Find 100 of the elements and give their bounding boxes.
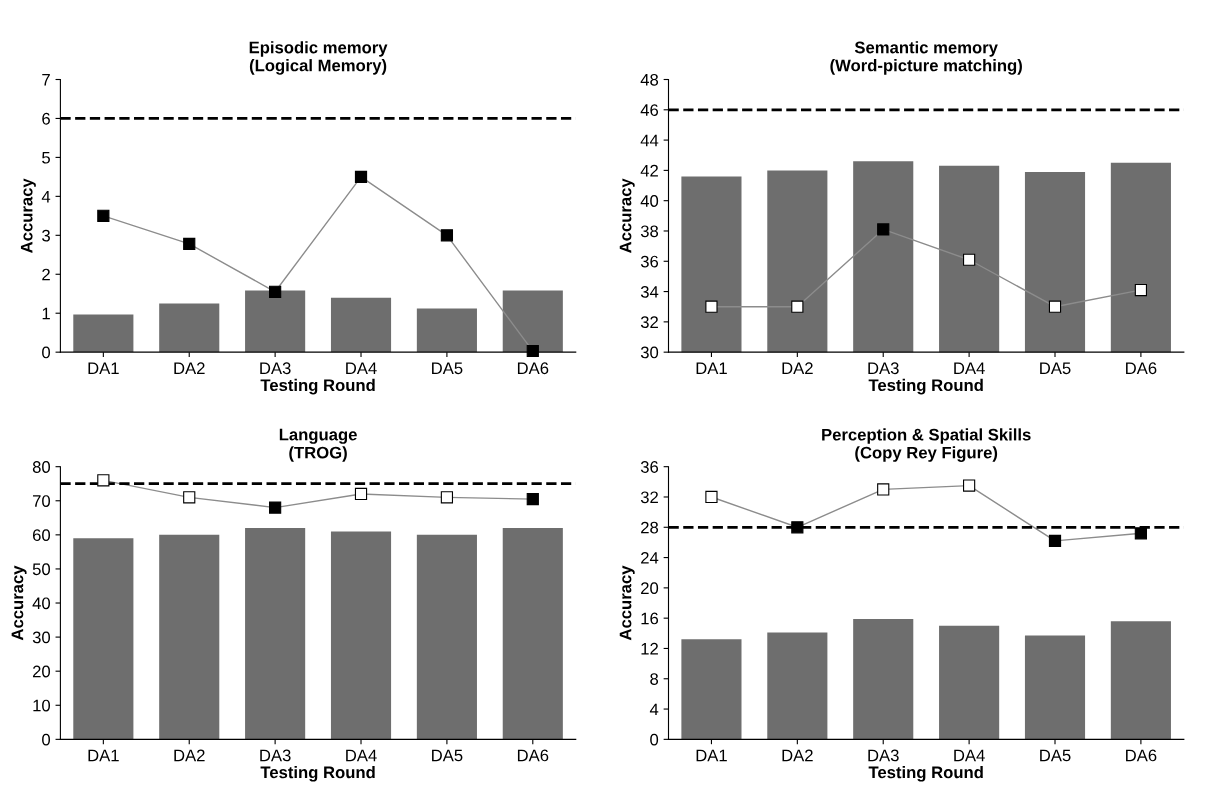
- y-tick-label: 10: [33, 699, 51, 712]
- point: [963, 479, 976, 492]
- x-tick-label: DA1: [88, 362, 119, 374]
- chart-title: Episodic memory (Logical Memory): [249, 41, 388, 75]
- y-tick-label: 34: [640, 285, 659, 298]
- bar: [416, 308, 477, 353]
- y-tick-label: 16: [641, 612, 659, 625]
- x-axis-title: Testing Round: [260, 378, 375, 395]
- y-tick-label: 0: [42, 346, 51, 359]
- y-tick-label: 28: [641, 521, 659, 534]
- x-tick-label: DA4: [954, 749, 985, 762]
- y-tick-label: 50: [32, 563, 51, 576]
- y-tick-label: 7: [42, 74, 50, 86]
- point: [183, 491, 196, 504]
- x-tick-label: DA1: [696, 362, 727, 374]
- point: [526, 492, 539, 506]
- x-tick-label: DA2: [174, 749, 205, 762]
- x-tick-label: DA3: [868, 362, 899, 375]
- x-tick-label: DA4: [954, 362, 985, 374]
- x-tick-label: DA5: [1040, 749, 1071, 762]
- y-tick-label: 5: [42, 151, 50, 164]
- x-tick-label: DA5: [1040, 362, 1071, 375]
- x-tick-label: DA3: [260, 749, 291, 762]
- chart-title: Semantic memory (Word-picture matching): [830, 41, 1022, 75]
- bar: [767, 632, 828, 740]
- y-axis-title: Accuracy: [619, 565, 635, 641]
- bar: [681, 639, 742, 740]
- y-tick-label: 32: [640, 491, 658, 504]
- x-tick-label: DA3: [260, 362, 291, 375]
- y-tick-label: 20: [32, 665, 51, 678]
- y-tick-label: 8: [650, 673, 659, 685]
- y-tick-label: 3: [42, 229, 50, 242]
- point: [877, 483, 890, 496]
- bar: [1110, 621, 1171, 740]
- point: [1048, 534, 1062, 548]
- point: [791, 300, 804, 313]
- x-tick-label: DA1: [696, 749, 727, 762]
- y-tick-label: 46: [640, 104, 659, 116]
- x-tick-label: DA6: [1126, 362, 1157, 375]
- y-tick-label: 38: [640, 225, 659, 238]
- x-tick-label: DA2: [782, 749, 813, 762]
- bar: [159, 303, 220, 353]
- y-axis-title: Accuracy: [619, 178, 635, 253]
- point: [1134, 527, 1148, 540]
- bar: [1024, 635, 1086, 740]
- x-tick-label: DA2: [782, 362, 813, 374]
- point: [1048, 300, 1062, 313]
- point: [354, 487, 368, 501]
- y-tick-label: 30: [640, 346, 659, 359]
- bar: [245, 290, 306, 353]
- x-tick-label: DA4: [346, 362, 377, 374]
- y-tick-label: 70: [33, 495, 51, 507]
- y-tick-label: 44: [640, 134, 659, 147]
- chart-title: Language (TROG): [279, 428, 357, 462]
- point: [440, 229, 454, 242]
- y-tick-label: 2: [42, 268, 50, 281]
- y-tick-label: 4: [649, 703, 659, 716]
- point: [97, 209, 110, 222]
- y-tick-label: 0: [42, 733, 51, 746]
- point: [269, 285, 282, 298]
- point: [963, 253, 976, 266]
- y-tick-label: 80: [32, 461, 51, 473]
- y-tick-label: 36: [640, 461, 659, 473]
- x-axis-title: Testing Round: [260, 766, 375, 782]
- y-tick-label: 20: [641, 582, 659, 595]
- y-tick-label: 40: [32, 597, 51, 610]
- y-tick-label: 6: [42, 112, 50, 125]
- y-tick-label: 0: [650, 733, 659, 746]
- y-axis-title: Accuracy: [20, 178, 36, 253]
- point: [269, 501, 282, 514]
- y-tick-label: 32: [640, 316, 658, 329]
- x-axis-title: Testing Round: [868, 378, 983, 395]
- x-tick-label: DA4: [346, 749, 377, 762]
- point: [97, 474, 110, 487]
- x-tick-label: DA3: [868, 749, 899, 762]
- point: [354, 170, 368, 183]
- point: [526, 344, 539, 358]
- y-tick-label: 60: [32, 529, 51, 542]
- point: [705, 300, 718, 313]
- y-tick-label: 48: [640, 73, 659, 86]
- x-tick-label: DA6: [1126, 749, 1157, 762]
- y-tick-label: 4: [41, 190, 51, 203]
- x-tick-label: DA5: [432, 362, 463, 375]
- chart-title: Perception & Spatial Skills (Copy Rey Figure): [822, 428, 1031, 462]
- point: [183, 237, 196, 250]
- y-tick-label: 1: [42, 307, 50, 320]
- y-tick-label: 36: [640, 255, 659, 268]
- x-tick-label: DA2: [174, 362, 205, 374]
- y-axis-title: Accuracy: [11, 565, 27, 641]
- y-tick-label: 24: [641, 551, 659, 564]
- bar: [330, 297, 392, 353]
- x-tick-label: DA6: [517, 749, 549, 762]
- x-axis-title: Testing Round: [868, 766, 983, 782]
- y-tick-label: 40: [640, 195, 659, 207]
- y-tick-label: 42: [640, 164, 658, 177]
- bar: [853, 618, 914, 740]
- y-tick-label: 12: [641, 642, 658, 655]
- x-tick-label: DA1: [88, 749, 119, 762]
- x-tick-label: DA6: [517, 362, 549, 375]
- bar: [73, 314, 134, 353]
